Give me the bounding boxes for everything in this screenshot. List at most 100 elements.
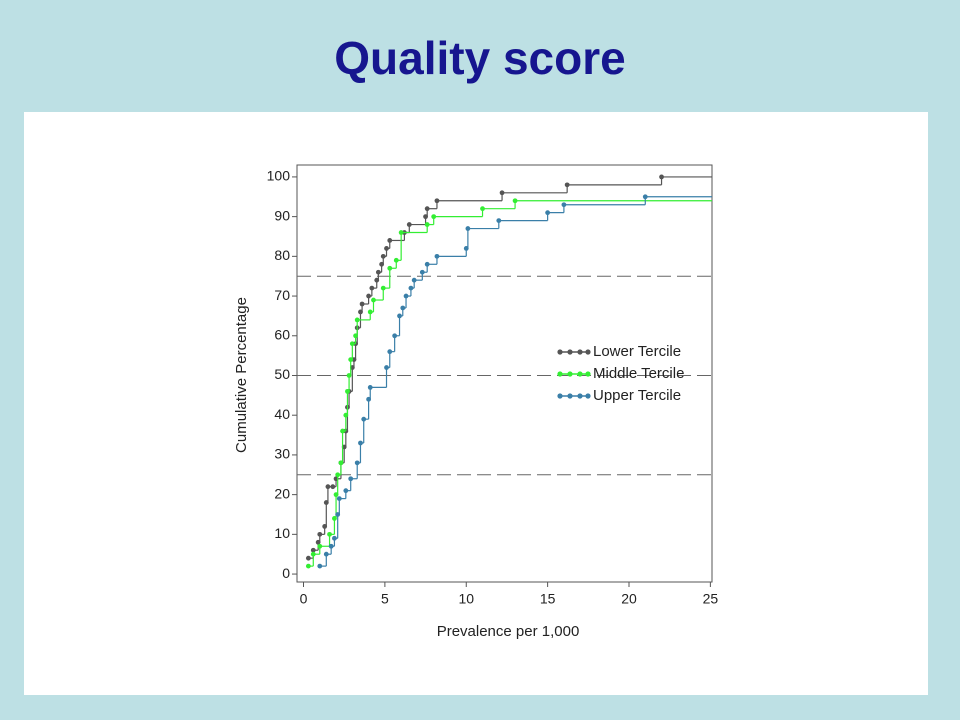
y-tick-label: 90 xyxy=(274,207,290,223)
point xyxy=(353,333,358,339)
legend-marker xyxy=(577,393,583,399)
point xyxy=(358,309,363,315)
point xyxy=(465,226,471,231)
point xyxy=(400,305,406,311)
legend-marker xyxy=(557,371,563,377)
point xyxy=(424,206,430,212)
point xyxy=(374,277,380,283)
point xyxy=(366,293,372,299)
point xyxy=(354,460,360,466)
point xyxy=(348,357,354,362)
point xyxy=(393,257,399,263)
point xyxy=(403,293,409,299)
point xyxy=(408,285,414,291)
point xyxy=(424,261,430,267)
legend-label: Middle Tercile xyxy=(593,365,684,382)
point xyxy=(327,531,332,537)
point xyxy=(323,500,329,505)
point xyxy=(512,198,518,204)
point xyxy=(335,472,341,478)
y-tick-label: 40 xyxy=(274,406,290,422)
point xyxy=(564,182,570,188)
legend-marker xyxy=(557,349,563,355)
point xyxy=(480,206,485,212)
y-axis-label: Cumulative Percentage xyxy=(233,297,250,453)
point xyxy=(340,428,345,434)
point xyxy=(659,174,664,180)
point xyxy=(419,269,425,275)
point xyxy=(317,543,323,549)
point xyxy=(434,198,440,204)
slide-title: Quality score xyxy=(334,32,625,84)
point xyxy=(345,388,350,394)
point xyxy=(367,385,373,390)
point xyxy=(397,313,402,319)
point xyxy=(332,535,337,541)
point xyxy=(398,230,404,235)
legend-marker xyxy=(567,393,573,399)
point xyxy=(561,202,567,208)
point xyxy=(348,476,354,482)
y-tick-label: 70 xyxy=(274,287,290,303)
legend-marker xyxy=(577,371,583,377)
point xyxy=(359,301,365,307)
y-tick-label: 50 xyxy=(274,366,290,382)
point xyxy=(463,246,469,251)
point xyxy=(424,222,430,227)
legend-marker xyxy=(567,349,573,355)
point xyxy=(325,484,331,490)
x-tick-label: 25 xyxy=(703,591,719,607)
x-tick-label: 20 xyxy=(621,591,637,607)
y-tick-label: 80 xyxy=(274,247,290,263)
y-tick-label: 0 xyxy=(282,565,290,581)
legend-marker xyxy=(585,393,591,399)
y-tick-label: 20 xyxy=(274,485,290,501)
point xyxy=(349,341,355,347)
x-axis-label: Prevalence per 1,000 xyxy=(437,623,580,640)
point xyxy=(380,253,386,259)
legend-label: Upper Tercile xyxy=(593,387,681,404)
point xyxy=(642,194,648,200)
point xyxy=(379,261,385,267)
point xyxy=(322,524,328,529)
legend-marker xyxy=(585,349,591,355)
legend-marker xyxy=(577,349,583,355)
point xyxy=(338,460,344,466)
legend-marker xyxy=(567,371,573,377)
x-tick-label: 10 xyxy=(458,591,474,607)
x-tick-label: 5 xyxy=(381,591,389,607)
legend-label: Lower Tercile xyxy=(593,343,681,360)
point xyxy=(496,218,502,224)
point xyxy=(411,277,417,283)
point xyxy=(384,365,389,370)
point xyxy=(361,416,367,422)
point xyxy=(310,551,316,557)
point xyxy=(431,214,437,220)
point xyxy=(387,349,393,355)
point xyxy=(369,285,375,291)
y-tick-label: 60 xyxy=(274,326,290,342)
y-tick-label: 100 xyxy=(267,168,291,184)
point xyxy=(330,484,336,490)
point xyxy=(545,210,551,216)
point xyxy=(335,512,341,517)
panel xyxy=(24,112,928,695)
point xyxy=(358,440,363,446)
point xyxy=(317,563,323,569)
point xyxy=(354,317,360,323)
y-tick-label: 30 xyxy=(274,446,290,462)
point xyxy=(333,492,339,498)
point xyxy=(380,285,386,291)
point xyxy=(315,539,321,545)
point xyxy=(305,555,311,561)
point xyxy=(332,516,337,521)
plot-frame xyxy=(296,164,713,583)
point xyxy=(375,269,381,275)
point xyxy=(343,412,349,418)
point xyxy=(384,246,389,251)
legend-marker xyxy=(585,371,591,377)
point xyxy=(366,396,372,402)
x-tick-label: 0 xyxy=(300,591,308,607)
point xyxy=(387,265,393,271)
